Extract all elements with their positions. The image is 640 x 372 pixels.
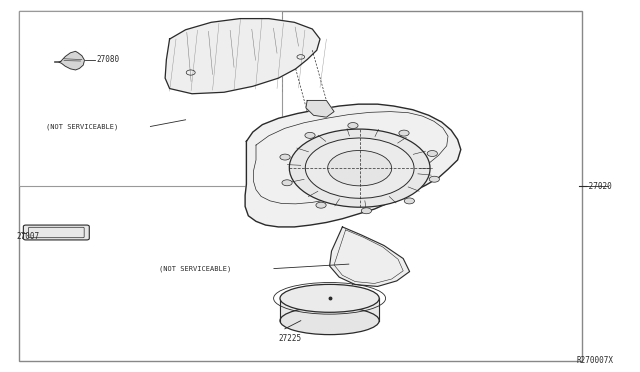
Circle shape: [404, 198, 415, 204]
FancyBboxPatch shape: [23, 225, 90, 240]
Ellipse shape: [305, 138, 414, 198]
Circle shape: [362, 208, 372, 214]
Ellipse shape: [280, 284, 380, 312]
Polygon shape: [280, 298, 380, 321]
Polygon shape: [245, 104, 461, 227]
Text: —27020: —27020: [584, 182, 611, 190]
Text: 27225: 27225: [278, 334, 301, 343]
Ellipse shape: [289, 129, 430, 207]
Text: 27080: 27080: [96, 55, 119, 64]
Circle shape: [282, 180, 292, 186]
Ellipse shape: [328, 150, 392, 186]
Text: (NOT SERVICEABLE): (NOT SERVICEABLE): [159, 265, 231, 272]
Circle shape: [348, 122, 358, 128]
Polygon shape: [306, 100, 334, 117]
Bar: [19, 11, 582, 361]
Polygon shape: [330, 227, 410, 286]
Circle shape: [316, 202, 326, 208]
Text: (NOT SERVICEABLE): (NOT SERVICEABLE): [46, 123, 118, 130]
Circle shape: [399, 130, 409, 136]
Circle shape: [427, 151, 437, 157]
Text: 27007: 27007: [17, 232, 40, 241]
Bar: [19, 11, 282, 186]
Text: R270007X: R270007X: [576, 356, 613, 365]
Circle shape: [305, 132, 315, 138]
Polygon shape: [59, 51, 84, 70]
Ellipse shape: [280, 307, 380, 335]
Circle shape: [280, 154, 290, 160]
Polygon shape: [165, 19, 320, 94]
Circle shape: [429, 176, 440, 182]
